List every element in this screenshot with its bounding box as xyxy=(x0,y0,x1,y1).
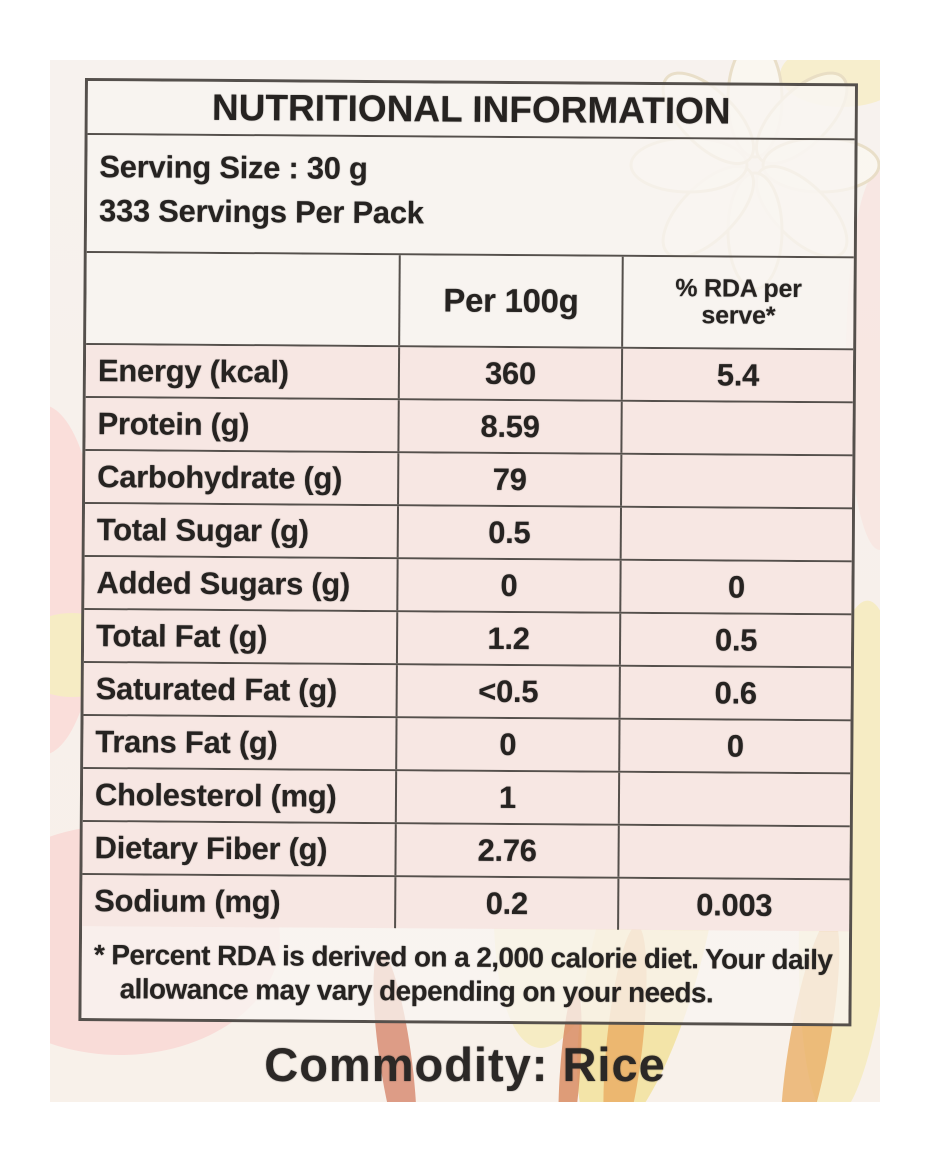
table-row: Carbohydrate (g) 79 xyxy=(85,451,853,510)
per-100g-value: 79 xyxy=(397,453,621,506)
nutrient-name: Added Sugars (g) xyxy=(96,564,351,602)
rda-column-header: % RDA per serve* xyxy=(621,256,854,349)
rda-per-serve-value: 0 xyxy=(619,560,852,614)
rda-per-serve-value xyxy=(620,454,853,508)
table-row: Dietary Fiber (g) 2.76 xyxy=(82,822,850,881)
serving-info: Serving Size : 30 g 333 Servings Per Pac… xyxy=(86,135,855,259)
commodity-title: Commodity: Rice xyxy=(264,1038,666,1091)
rda-per-serve-value: 0.5 xyxy=(618,613,852,667)
nutrient-name: Protein (g) xyxy=(97,405,250,442)
per-100g-value: 0.5 xyxy=(396,506,621,559)
nutrient-rows: Energy (kcal) 360 5.4 Protein (g) 8.59 C… xyxy=(82,345,854,932)
nutrient-name: Energy (kcal) xyxy=(97,352,289,389)
nutrition-table: NUTRITIONAL INFORMATION Serving Size : 3… xyxy=(78,78,858,1027)
per-100g-value: <0.5 xyxy=(395,665,619,718)
rda-per-serve-value xyxy=(619,507,853,561)
package-photo: NUTRITIONAL INFORMATION Serving Size : 3… xyxy=(50,60,880,1102)
per-100g-value: 1.2 xyxy=(395,612,620,665)
table-row: Total Sugar (g) 0.5 xyxy=(84,504,853,563)
table-row: Protein (g) 8.59 xyxy=(85,398,853,457)
per-100g-value: 0 xyxy=(396,559,620,612)
serving-size-line: Serving Size : 30 g xyxy=(99,149,368,186)
per-100g-column-header: Per 100g xyxy=(398,255,622,347)
table-title: NUTRITIONAL INFORMATION xyxy=(87,81,855,141)
table-row: Trans Fat (g) 0 0 xyxy=(83,716,851,775)
per-100g-value: 0.2 xyxy=(394,877,618,930)
rda-footnote: * Percent RDA is derived on a 2,000 calo… xyxy=(81,926,850,1024)
table-row: Saturated Fat (g) <0.5 0.6 xyxy=(83,663,851,722)
nutrient-name: Total Sugar (g) xyxy=(96,511,309,549)
nutrient-name: Total Fat (g) xyxy=(95,617,268,654)
servings-per-pack-line: 333 Servings Per Pack xyxy=(98,193,424,231)
rda-per-serve-value xyxy=(617,772,851,826)
pink-patch-right-edge xyxy=(846,170,880,550)
rda-per-serve-value: 0.6 xyxy=(618,666,851,720)
nutrient-name: Sodium (mg) xyxy=(94,882,281,919)
nutrient-name: Carbohydrate (g) xyxy=(97,458,343,496)
rda-per-serve-value: 0 xyxy=(618,719,851,773)
table-row: Cholesterol (mg) 1 xyxy=(82,769,851,828)
per-100g-value: 2.76 xyxy=(394,824,618,877)
per-100g-value: 360 xyxy=(397,347,622,400)
footnote-line-2: allowance may vary depending on your nee… xyxy=(119,973,714,1009)
table-row: Added Sugars (g) 0 0 xyxy=(84,557,852,616)
nutrient-column-header xyxy=(86,253,399,345)
footnote-line-1: * Percent RDA is derived on a 2,000 calo… xyxy=(93,939,833,976)
column-header-row: Per 100g % RDA per serve* xyxy=(86,253,854,351)
table-row: Sodium (mg) 0.2 0.003 xyxy=(82,875,850,932)
rda-per-serve-value xyxy=(617,825,850,879)
nutrient-name: Trans Fat (g) xyxy=(95,723,278,760)
rda-per-serve-value: 5.4 xyxy=(620,348,854,402)
table-row: Energy (kcal) 360 5.4 xyxy=(85,345,854,404)
nutrient-name: Saturated Fat (g) xyxy=(95,670,338,708)
nutrient-name: Dietary Fiber (g) xyxy=(94,829,328,867)
per-100g-value: 0 xyxy=(395,718,619,771)
rda-per-serve-value: 0.003 xyxy=(617,878,850,932)
per-100g-value: 8.59 xyxy=(397,400,621,453)
nutrient-name: Cholesterol (mg) xyxy=(94,776,337,814)
table-row: Total Fat (g) 1.2 0.5 xyxy=(83,610,852,669)
rda-per-serve-value xyxy=(620,401,853,455)
per-100g-value: 1 xyxy=(394,771,619,824)
